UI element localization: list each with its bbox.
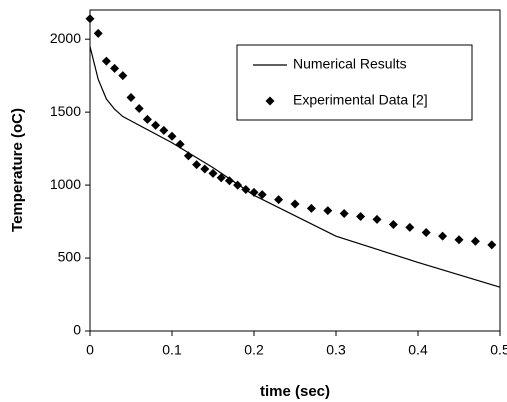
marker <box>274 195 284 205</box>
x-tick-label: 0 <box>86 342 94 358</box>
x-axis-label: time (sec) <box>260 383 330 400</box>
y-tick-label: 1000 <box>50 176 81 192</box>
line <box>89 46 501 288</box>
x-tick-label: 0.3 <box>326 342 346 358</box>
marker <box>339 209 349 219</box>
y-axis-label: Temperature (oC) <box>9 108 26 232</box>
marker <box>487 240 497 250</box>
marker <box>224 176 234 186</box>
y-tick-label: 1500 <box>50 103 81 119</box>
marker <box>192 160 202 170</box>
marker <box>249 187 259 197</box>
legend-marker <box>265 96 275 106</box>
marker <box>118 71 128 81</box>
marker <box>372 214 382 224</box>
x-tick-label: 0.4 <box>408 342 428 358</box>
marker <box>454 235 464 245</box>
marker <box>159 125 169 135</box>
x-tick-label: 0.1 <box>162 342 182 358</box>
legend-label: Experimental Data [2] <box>293 92 428 108</box>
plot-area <box>89 9 501 332</box>
x-tick-label: 0.2 <box>244 342 264 358</box>
marker <box>356 211 366 221</box>
marker <box>134 103 144 113</box>
marker <box>470 236 480 246</box>
x-tick-label: 0.5 <box>490 342 507 358</box>
marker <box>306 203 316 213</box>
marker <box>175 139 185 149</box>
marker <box>405 222 415 232</box>
marker <box>167 131 177 141</box>
marker <box>142 114 152 124</box>
marker <box>257 190 267 200</box>
marker <box>216 173 226 183</box>
y-tick-label: 0 <box>73 322 81 338</box>
marker <box>290 199 300 209</box>
marker <box>388 219 398 229</box>
marker <box>93 28 103 38</box>
marker <box>200 164 210 174</box>
marker <box>233 180 243 190</box>
marker <box>183 151 193 161</box>
y-tick-label: 2000 <box>50 30 81 46</box>
marker <box>323 206 333 216</box>
marker <box>126 93 136 103</box>
marker <box>208 168 218 178</box>
legend-label: Numerical Results <box>293 56 407 72</box>
marker <box>101 56 111 66</box>
legend-box <box>236 44 473 121</box>
marker <box>85 14 95 24</box>
marker <box>438 231 448 241</box>
y-tick-label: 500 <box>58 249 82 265</box>
marker <box>241 184 251 194</box>
marker <box>151 120 161 130</box>
marker <box>421 228 431 238</box>
marker <box>110 63 120 73</box>
